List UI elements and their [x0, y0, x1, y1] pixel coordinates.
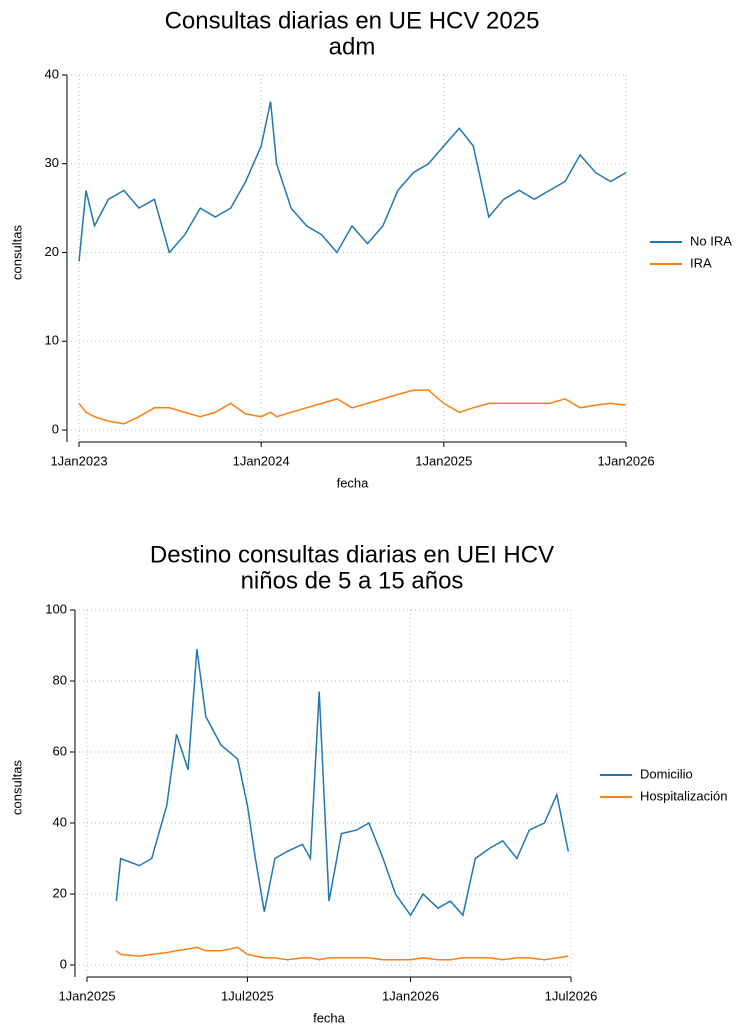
x-tick-label: 1Jan2025: [58, 988, 115, 1003]
chart-title: Destino consultas diarias en UEI HCV: [150, 541, 554, 568]
y-tick-label: 20: [45, 244, 59, 259]
chart-subtitle: niños de 5 a 15 años: [241, 567, 464, 594]
y-axis-label: consultas: [9, 225, 24, 280]
series-line: [115, 648, 570, 917]
series-line: [78, 389, 627, 425]
legend-label: Domicilio: [640, 766, 693, 781]
y-tick-label: 30: [45, 155, 59, 170]
y-tick-label: 80: [53, 672, 67, 687]
x-tick-label: 1Jan2026: [597, 453, 654, 468]
x-tick-label: 1Jul2025: [221, 988, 274, 1003]
x-tick-label: 1Jan2025: [415, 453, 472, 468]
y-tick-label: 40: [45, 66, 59, 81]
y-tick-label: 100: [45, 601, 67, 616]
legend-label: IRA: [690, 255, 712, 270]
x-tick-label: 1Jan2023: [50, 453, 107, 468]
y-tick-label: 0: [52, 421, 59, 436]
series-line: [78, 101, 627, 262]
y-tick-label: 10: [45, 333, 59, 348]
y-tick-label: 20: [53, 885, 67, 900]
x-tick-label: 1Jan2024: [233, 453, 290, 468]
chart-title: Consultas diarias en UE HCV 2025: [165, 7, 540, 34]
legend-label: Hospitalización: [640, 788, 727, 803]
y-tick-label: 60: [53, 743, 67, 758]
series-line: [115, 946, 569, 961]
legend-label: No IRA: [690, 233, 732, 248]
chart-subtitle: adm: [329, 33, 376, 60]
y-axis-label: consultas: [9, 760, 24, 815]
x-axis-label: fecha: [337, 475, 370, 490]
y-tick-label: 40: [53, 814, 67, 829]
x-axis-label: fecha: [313, 1010, 346, 1025]
x-tick-label: 1Jul2026: [545, 988, 598, 1003]
x-tick-label: 1Jan2026: [382, 988, 439, 1003]
y-tick-label: 0: [60, 956, 67, 971]
